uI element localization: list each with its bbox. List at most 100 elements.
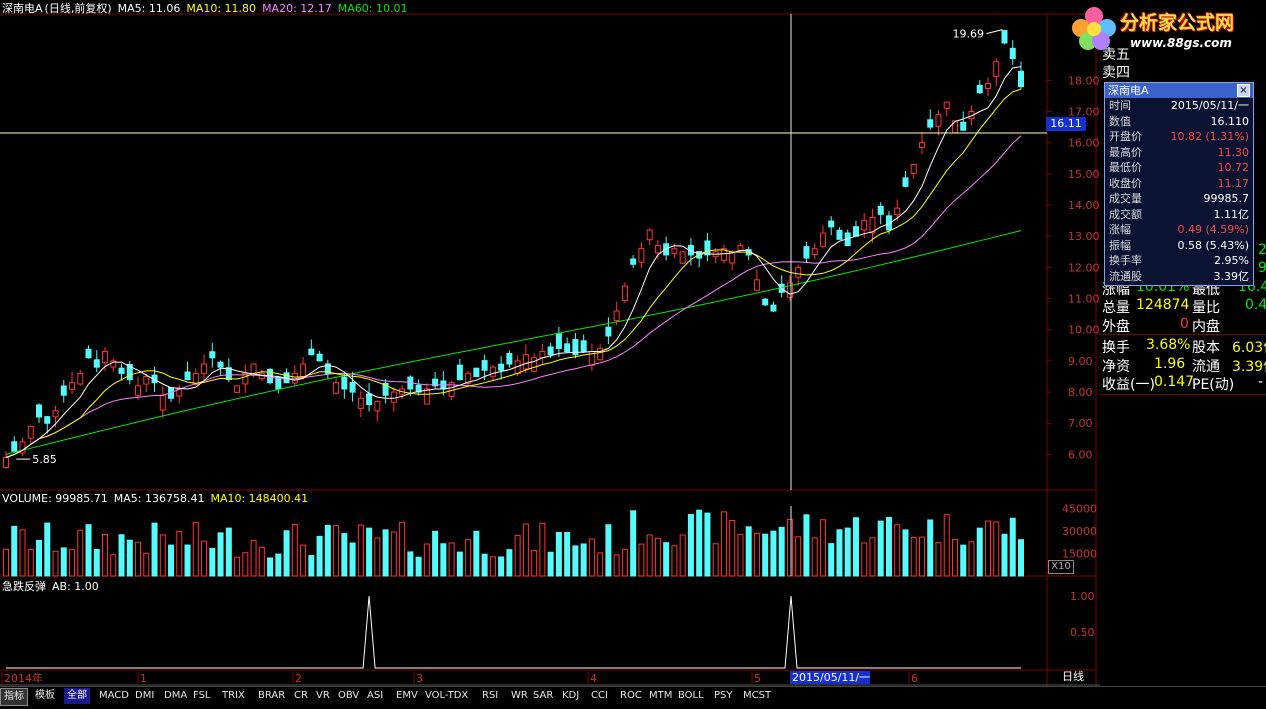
quote-row-sell4: 卖四: [1102, 62, 1266, 82]
period-daily-button[interactable]: 日线: [1062, 670, 1084, 683]
quote-row-sell5: 卖五: [1102, 44, 1266, 64]
tab-mcst[interactable]: MCST: [743, 690, 772, 701]
tab-fsl[interactable]: FSL: [193, 690, 211, 701]
volume-bar: [52, 550, 59, 577]
tooltip-value: 3.39亿: [1213, 269, 1250, 283]
tab-vol-tdx[interactable]: VOL-TDX: [425, 690, 469, 701]
tab-emv[interactable]: EMV: [396, 690, 418, 701]
tab-dmi[interactable]: DMI: [135, 690, 155, 701]
candle-body: [498, 363, 505, 371]
tab-kdj[interactable]: KDJ: [562, 690, 580, 701]
candle-body: [910, 164, 917, 174]
indicator-line: [6, 595, 1021, 669]
candle-body: [159, 394, 166, 411]
indicator-header: 急跌反弹 AB: 1.00: [2, 578, 105, 594]
tooltip-value: 10.82 (1.31%): [1170, 130, 1249, 143]
flower-logo-icon: [1072, 7, 1116, 50]
quote-row-volume: 总量 124874 量比 0.4: [1102, 297, 1266, 317]
volume-bar: [918, 536, 925, 577]
volume-bar: [861, 542, 868, 577]
candle-body: [52, 410, 59, 418]
volume-bar: [333, 525, 340, 577]
tab-macd[interactable]: MACD: [99, 690, 129, 701]
quote-value: 0.4: [1245, 297, 1266, 313]
candle-body: [803, 246, 810, 259]
tab-psy[interactable]: PSY: [714, 690, 733, 701]
tab-boll[interactable]: BOLL: [678, 690, 704, 701]
volume-bar: [300, 544, 307, 577]
candle-body: [465, 372, 472, 384]
axes-layer: 18.0017.0016.0015.0014.0013.0012.0011.00…: [1, 28, 1100, 685]
tooltip-titlebar[interactable]: 深南电A ×: [1105, 83, 1253, 98]
time-tick-label: 3: [416, 672, 423, 685]
site-logo[interactable]: 分析家公式网 www.88gs.com: [1064, 2, 1266, 54]
volume-bar: [885, 517, 892, 577]
tooltip-rows: 时间 2015/05/11/一 数值 16.110 开盘价 10.82 (1.31%) 最高…: [1105, 98, 1253, 284]
candle-body: [960, 121, 967, 131]
tooltip-value: 2.95%: [1214, 254, 1249, 267]
tooltip-row: 最高价 11.30: [1105, 145, 1253, 161]
candle-body: [811, 248, 818, 256]
volume-bar: [217, 532, 224, 577]
tab-brar[interactable]: BRAR: [258, 690, 286, 701]
quote-value: 3.39亿: [1232, 359, 1266, 375]
tab-dma[interactable]: DMA: [164, 690, 188, 701]
candle-body: [242, 372, 249, 385]
quote-label: 收益(一): [1102, 377, 1155, 393]
tab-vr[interactable]: VR: [316, 690, 330, 701]
tab-roc[interactable]: ROC: [620, 690, 642, 701]
tab-asi[interactable]: ASI: [367, 690, 384, 701]
price-tick-label: 9.00: [1068, 355, 1093, 368]
volume-bar: [36, 539, 43, 577]
volume-bar: [506, 549, 513, 577]
candle-body: [11, 441, 18, 452]
volume-bar: [712, 543, 719, 577]
tab-sar[interactable]: SAR: [533, 690, 554, 701]
candle-body: [102, 351, 109, 364]
tab-wr[interactable]: WR: [511, 690, 528, 701]
symbol-label: 深南电A: [2, 2, 43, 15]
volume-bar: [250, 539, 257, 577]
tooltip-value: 99985.7: [1203, 192, 1250, 205]
tab-全部[interactable]: 全部: [64, 688, 90, 704]
volume-bar: [407, 551, 414, 577]
candle-body: [118, 367, 125, 374]
candle-body: [580, 340, 587, 353]
tab-指标[interactable]: 指标: [0, 688, 28, 706]
data-tooltip-window[interactable]: 深南电A × 时间 2015/05/11/一 数值 16.110 开盘价 10.82 (1…: [1104, 82, 1254, 286]
tab-cci[interactable]: CCI: [591, 690, 608, 701]
volume-bar: [778, 526, 785, 577]
volume-bar: [110, 554, 117, 577]
tooltip-row: 时间 2015/05/11/一: [1105, 98, 1253, 114]
volume-bar: [803, 514, 810, 577]
tab-模板[interactable]: 模板: [35, 690, 55, 701]
candle-body: [432, 378, 439, 387]
volume-bar: [572, 545, 579, 577]
tab-obv[interactable]: OBV: [338, 690, 360, 701]
volume-bar: [762, 533, 769, 577]
tooltip-value: 16.110: [1210, 114, 1250, 128]
candle-body: [902, 177, 909, 187]
ma60-line: [5, 230, 1022, 455]
candle-body: [753, 279, 760, 291]
tab-rsi[interactable]: RSI: [482, 690, 499, 701]
price-tick-label: 17.00: [1068, 106, 1100, 119]
volume-bar: [11, 525, 18, 577]
indicator-ab: AB: 1.00: [52, 580, 99, 593]
close-icon[interactable]: ×: [1237, 84, 1250, 97]
volume-bar: [201, 540, 208, 577]
tab-trix[interactable]: TRIX: [222, 690, 245, 701]
candle-body: [366, 393, 373, 406]
indicator-tick-label: 1.00: [1070, 590, 1095, 603]
tooltip-value: 10.72: [1217, 161, 1250, 174]
volume-bar: [341, 533, 348, 577]
tooltip-row: 成交量 99985.7: [1105, 191, 1253, 207]
logo-text: 分析家公式网: [1120, 12, 1235, 34]
volume-tick-label: 45000: [1062, 503, 1097, 516]
volume-bar: [184, 544, 191, 577]
tab-cr[interactable]: CR: [294, 690, 308, 701]
tab-mtm[interactable]: MTM: [649, 690, 673, 701]
volume-bar: [696, 509, 703, 577]
volume-bar: [489, 556, 496, 577]
